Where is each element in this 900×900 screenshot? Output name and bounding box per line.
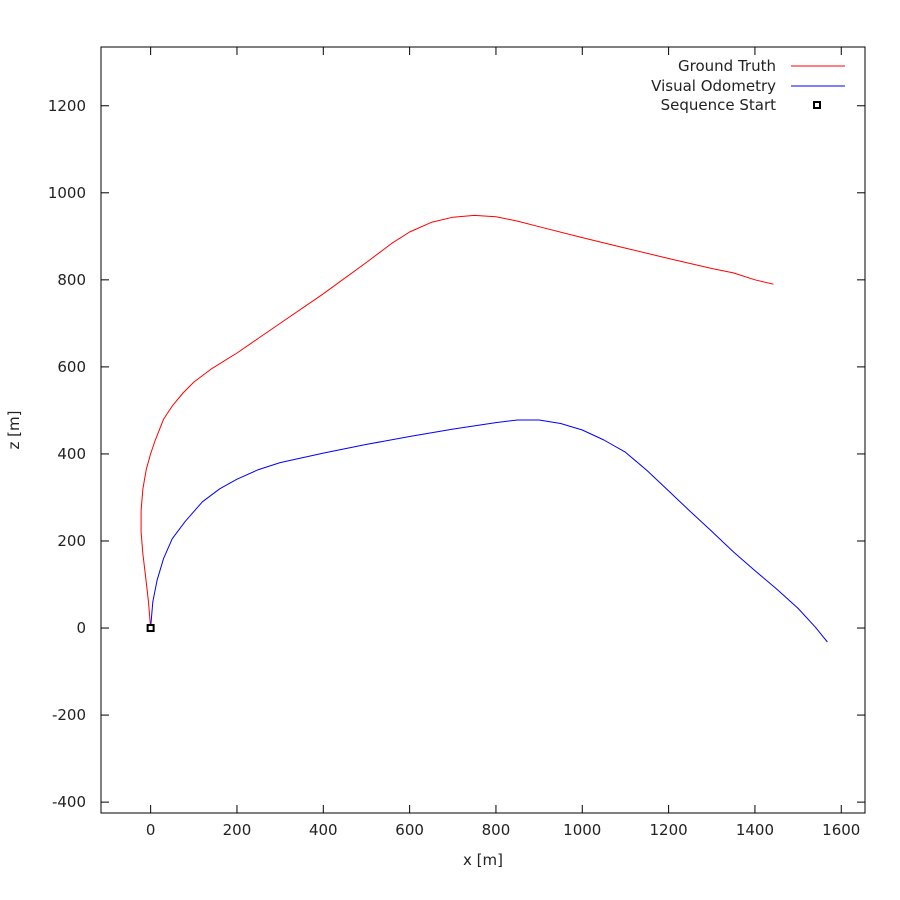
series-line-visual-odometry — [150, 419, 828, 643]
x-tick-label: 1000 — [563, 821, 601, 839]
x-tick-label: 800 — [482, 821, 511, 839]
axis-ticks: 0 200 400 600 800 1000 1200 1400 1600 -400 -200 0 20… — [48, 47, 865, 839]
x-tick-label: 600 — [395, 821, 424, 839]
legend-label-sequence-start: Sequence Start — [661, 96, 777, 114]
x-tick-label: 400 — [309, 821, 338, 839]
plot-area — [140, 214, 828, 643]
x-tick-label: 200 — [223, 821, 252, 839]
x-tick-label: 0 — [146, 821, 156, 839]
y-tick-label: -200 — [52, 706, 86, 724]
y-tick-label: 0 — [76, 619, 86, 637]
legend-swatch-sequence-start — [813, 101, 821, 109]
y-tick-label: 400 — [57, 445, 86, 463]
x-axis-label: x [m] — [463, 851, 503, 869]
sequence-start-marker — [146, 624, 155, 633]
y-tick-label: 1200 — [48, 97, 86, 115]
legend-label-visual-odometry: Visual Odometry — [651, 77, 776, 95]
y-axis-label: z [m] — [5, 411, 23, 450]
y-tick-label: 600 — [57, 358, 86, 376]
legend: Ground Truth Visual Odometry Sequence St… — [651, 57, 845, 114]
x-tick-label: 1600 — [822, 821, 860, 839]
y-tick-label: 800 — [57, 271, 86, 289]
plot-frame — [100, 46, 866, 814]
y-tick-label: 200 — [57, 532, 86, 550]
series-line-ground-truth — [140, 214, 774, 629]
y-tick-label: 1000 — [48, 184, 86, 202]
x-tick-label: 1200 — [650, 821, 688, 839]
legend-label-ground-truth: Ground Truth — [678, 57, 776, 75]
x-tick-label: 1400 — [736, 821, 774, 839]
y-tick-label: -400 — [52, 793, 86, 811]
